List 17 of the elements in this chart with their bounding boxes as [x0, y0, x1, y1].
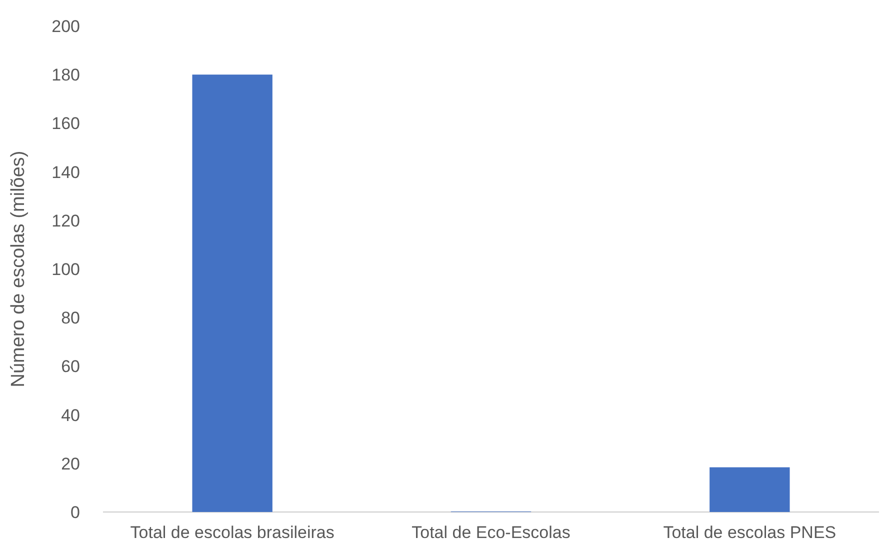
y-tick-label: 40 — [61, 406, 80, 425]
y-tick-label: 140 — [52, 162, 80, 182]
bar — [710, 467, 790, 512]
y-tick-label: 20 — [61, 454, 80, 474]
y-tick-label: 200 — [52, 16, 80, 36]
y-tick-label: 100 — [52, 260, 80, 279]
y-tick-label: 80 — [61, 308, 80, 328]
x-tick-label: Total de escolas PNES — [663, 523, 836, 542]
y-tick-label: 160 — [52, 114, 80, 134]
y-tick-label: 180 — [52, 66, 80, 85]
y-tick-label: 0 — [70, 502, 80, 522]
y-axis-title: Número de escolas (milões) — [8, 150, 29, 388]
x-tick-label: Total de Eco-Escolas — [412, 523, 570, 542]
bar — [192, 74, 272, 512]
y-tick-label: 60 — [61, 357, 80, 376]
y-tick-label: 120 — [52, 211, 80, 230]
x-tick-label: Total de escolas brasileiras — [130, 523, 334, 542]
